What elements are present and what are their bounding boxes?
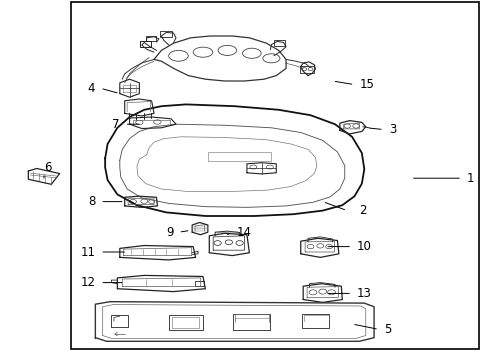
Text: 15: 15: [359, 78, 373, 91]
Text: 2: 2: [359, 204, 366, 217]
Bar: [302, 314, 328, 328]
Bar: [140, 41, 151, 47]
Bar: [168, 315, 203, 330]
Text: 9: 9: [166, 226, 173, 239]
Bar: [160, 31, 172, 37]
Text: 12: 12: [80, 276, 95, 289]
Text: 14: 14: [237, 226, 252, 239]
Bar: [111, 315, 128, 328]
Text: 4: 4: [88, 82, 95, 95]
Bar: [207, 152, 271, 161]
Bar: [233, 314, 269, 330]
Text: 5: 5: [383, 323, 390, 336]
Bar: [172, 317, 199, 328]
Bar: [71, 2, 478, 349]
Text: 1: 1: [466, 172, 473, 185]
Bar: [194, 281, 204, 287]
Text: 3: 3: [388, 123, 395, 136]
Text: 11: 11: [80, 246, 95, 258]
Text: 8: 8: [88, 195, 95, 208]
Text: 7: 7: [112, 118, 120, 131]
Text: 6: 6: [44, 161, 51, 174]
Bar: [145, 36, 155, 41]
Text: 10: 10: [356, 240, 371, 253]
Bar: [300, 66, 313, 73]
Bar: [274, 40, 285, 46]
Text: 13: 13: [356, 287, 371, 300]
